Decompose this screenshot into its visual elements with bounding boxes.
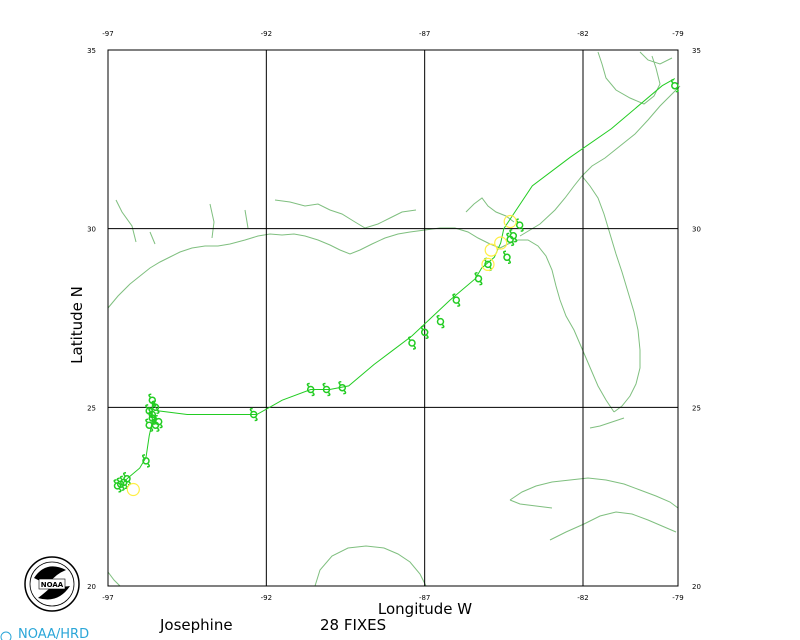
- fix-marker: [249, 407, 258, 422]
- observation-circle: [484, 243, 498, 257]
- fix-marker: [502, 250, 512, 265]
- fix-marker: [506, 232, 515, 247]
- y-tick-label-left: 30: [87, 226, 96, 234]
- coast-florida-gulf: [499, 239, 615, 413]
- observation-circle: [494, 236, 508, 250]
- x-axis-title: Longitude W: [378, 600, 472, 618]
- x-tick-label-bottom: -97: [102, 594, 113, 602]
- coast-carolinas: [597, 51, 673, 105]
- coast-texas-rivers: [115, 199, 249, 245]
- fix-marker: [452, 293, 461, 307]
- fix-markers: [113, 78, 679, 493]
- x-tick-label-top: -87: [419, 30, 430, 38]
- y-tick-label-right: 25: [692, 404, 701, 412]
- y-tick-label-right: 20: [692, 583, 701, 591]
- fix-marker: [474, 271, 483, 286]
- org-marker-icon: [0, 631, 12, 640]
- observation-circle: [503, 214, 517, 229]
- coast-texas-gulf: [107, 227, 501, 309]
- track-line: [120, 78, 676, 487]
- x-tick-label-top: -92: [261, 30, 272, 38]
- x-tick-label-bottom: -79: [672, 594, 683, 602]
- observation-circle: [126, 482, 140, 497]
- x-tick-label-top: -97: [102, 30, 113, 38]
- fix-marker: [436, 314, 445, 329]
- fix-marker: [338, 380, 347, 395]
- x-tick-label-bottom: -87: [419, 594, 430, 602]
- coast-yucatan: [314, 545, 427, 587]
- tick-labels: -97 -97 -92 -92 -87 -87 -82 -82 -79 -79 20 20 25 25 30…: [87, 30, 701, 602]
- observation-circle: [481, 257, 495, 271]
- y-tick-label-left: 25: [87, 404, 96, 412]
- fix-marker: [306, 382, 315, 397]
- y-tick-label-right: 30: [692, 226, 701, 234]
- organization-label: NOAA/HRD: [18, 627, 89, 640]
- y-tick-label-left: 20: [87, 583, 96, 591]
- coast-florida-atlantic: [581, 175, 641, 413]
- fix-marker: [322, 382, 331, 397]
- plot-frame: [107, 49, 679, 587]
- fix-marker: [670, 78, 679, 93]
- fix-marker: [148, 407, 157, 422]
- coast-cuba: [509, 477, 679, 541]
- fix-marker: [515, 218, 524, 232]
- coast-mexico: [107, 571, 121, 587]
- x-tick-label-top: -79: [672, 30, 683, 38]
- fix-marker: [141, 454, 151, 468]
- coast-louisiana-inner: [274, 199, 417, 229]
- fix-marker: [407, 336, 417, 350]
- y-tick-label-left: 35: [87, 47, 96, 55]
- fix-marker: [151, 400, 160, 415]
- coast-inland-lines: [465, 197, 515, 223]
- coastline: [107, 51, 681, 587]
- x-tick-label-bottom: -82: [577, 594, 588, 602]
- grid-lines: [108, 50, 678, 586]
- y-tick-label-right: 35: [692, 47, 701, 55]
- fix-count: 28 FIXES: [320, 616, 386, 634]
- coast-east-north: [519, 85, 681, 237]
- x-tick-label-top: -82: [577, 30, 588, 38]
- y-axis-title: Latitude N: [68, 286, 86, 364]
- x-tick-label-bottom: -92: [261, 594, 272, 602]
- noaa-logo-text: NOAA: [41, 581, 64, 589]
- observation-markers: [126, 214, 517, 497]
- coast-florida-keys: [589, 417, 625, 429]
- storm-name: Josephine: [159, 616, 233, 634]
- storm-track: [120, 78, 676, 487]
- fix-marker: [420, 325, 429, 340]
- noaa-logo: NOAA: [24, 556, 80, 612]
